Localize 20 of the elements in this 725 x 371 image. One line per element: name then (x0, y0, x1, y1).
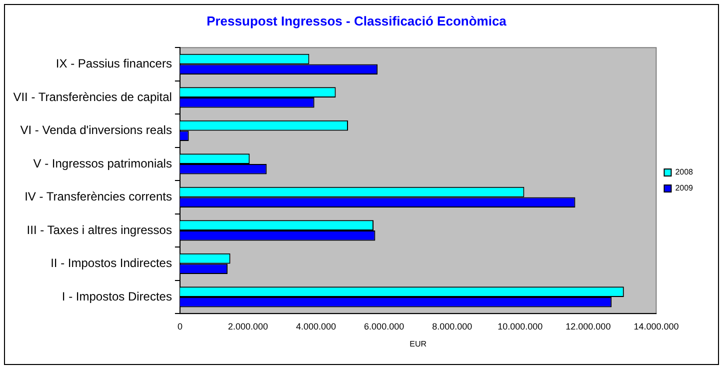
legend-label: 2009 (675, 184, 694, 193)
x-tick-label: 8.000.000 (432, 321, 472, 332)
y-tick-label: V - Ingressos patrimonials (33, 156, 172, 170)
x-tick-label: 6.000.000 (364, 321, 404, 332)
x-tick-label: 14.000.000 (634, 321, 679, 332)
y-tick-label: VI - Venda d'inversions reals (20, 123, 172, 138)
y-tick-label: IV - Transferències corrents (24, 190, 172, 204)
y-tick-label: IX - Passius financers (56, 56, 172, 71)
x-tick-label: 4.000.000 (296, 321, 336, 332)
y-tick-label: VII - Transferències de capital (13, 90, 172, 104)
chart-title: Pressupost Ingressos - Classificació Econòmica (206, 13, 508, 28)
legend-label: 2008 (675, 168, 694, 177)
x-tick-label: 2.000.000 (228, 321, 268, 332)
y-tick-label: III - Taxes i altres ingressos (26, 222, 172, 237)
y-tick-label: I - Impostos Directes (62, 289, 172, 304)
x-tick-label: 0 (177, 321, 182, 332)
y-tick-label: II - Impostos Indirectes (50, 256, 172, 270)
x-axis-title: EUR (410, 339, 427, 348)
x-tick-label: 12.000.000 (566, 321, 611, 332)
x-tick-label: 10.000.000 (498, 321, 543, 332)
